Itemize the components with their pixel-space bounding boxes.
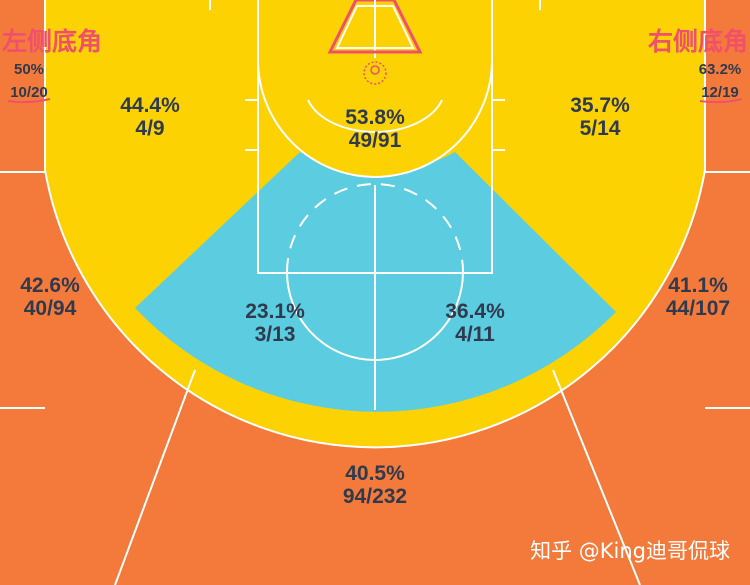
right-wing-made-att: 44/107 <box>665 297 731 320</box>
paint-top-region <box>258 0 492 177</box>
top-three-stat: 40.5% 94/232 <box>315 462 435 508</box>
left-corner-pct: 50% <box>13 61 45 78</box>
right-midrange-baseline-stat: 35.7% 5/14 <box>550 94 650 140</box>
left-wing-made-att: 40/94 <box>23 297 77 320</box>
left-corner-stat: 50% 10/20 <box>6 58 52 104</box>
top-three-pct: 40.5% <box>345 462 405 485</box>
left-wing-three-stat: 42.6% 40/94 <box>0 274 100 320</box>
paint-top-made-att: 49/91 <box>348 129 402 152</box>
left-corner-made-att: 10/20 <box>10 84 48 101</box>
left-corner-underline <box>7 98 51 104</box>
right-corner-stat: 63.2% 12/19 <box>694 58 746 104</box>
right-elbow-made-att: 4/11 <box>455 323 495 346</box>
left-elbow-pct: 23.1% <box>245 300 305 323</box>
basket-icon <box>327 0 423 85</box>
right-wing-three-stat: 41.1% 44/107 <box>648 274 748 320</box>
three-point-line <box>44 0 706 449</box>
left-midrange-made-att: 4/9 <box>135 117 165 140</box>
right-wedge-line <box>552 369 641 585</box>
left-elbow-stat: 23.1% 3/13 <box>225 300 325 346</box>
paint-top-stat: 53.8% 49/91 <box>325 106 425 152</box>
right-elbow-pct: 36.4% <box>445 300 505 323</box>
left-corner-title: 左侧底角 <box>2 27 103 56</box>
right-corner-title: 右侧底角 <box>647 27 748 56</box>
left-wing-pct: 42.6% <box>20 274 80 297</box>
right-elbow-stat: 36.4% 4/11 <box>425 300 525 346</box>
right-midrange-pct: 35.7% <box>570 94 630 117</box>
right-corner-underline <box>699 98 743 104</box>
left-wedge-line <box>114 369 196 585</box>
paint-top-pct: 53.8% <box>345 106 405 129</box>
top-three-made-att: 94/232 <box>342 485 408 508</box>
left-elbow-made-att: 3/13 <box>254 323 296 346</box>
watermark: 知乎 @King迪哥侃球 <box>530 539 730 563</box>
right-wing-pct: 41.1% <box>668 274 728 297</box>
left-midrange-baseline-stat: 44.4% 4/9 <box>100 94 200 140</box>
right-corner-pct: 63.2% <box>698 61 742 78</box>
right-midrange-made-att: 5/14 <box>579 117 621 140</box>
left-midrange-pct: 44.4% <box>120 94 180 117</box>
restricted-arc <box>307 99 443 133</box>
right-corner-made-att: 12/19 <box>701 84 739 101</box>
top-arc <box>257 59 493 178</box>
